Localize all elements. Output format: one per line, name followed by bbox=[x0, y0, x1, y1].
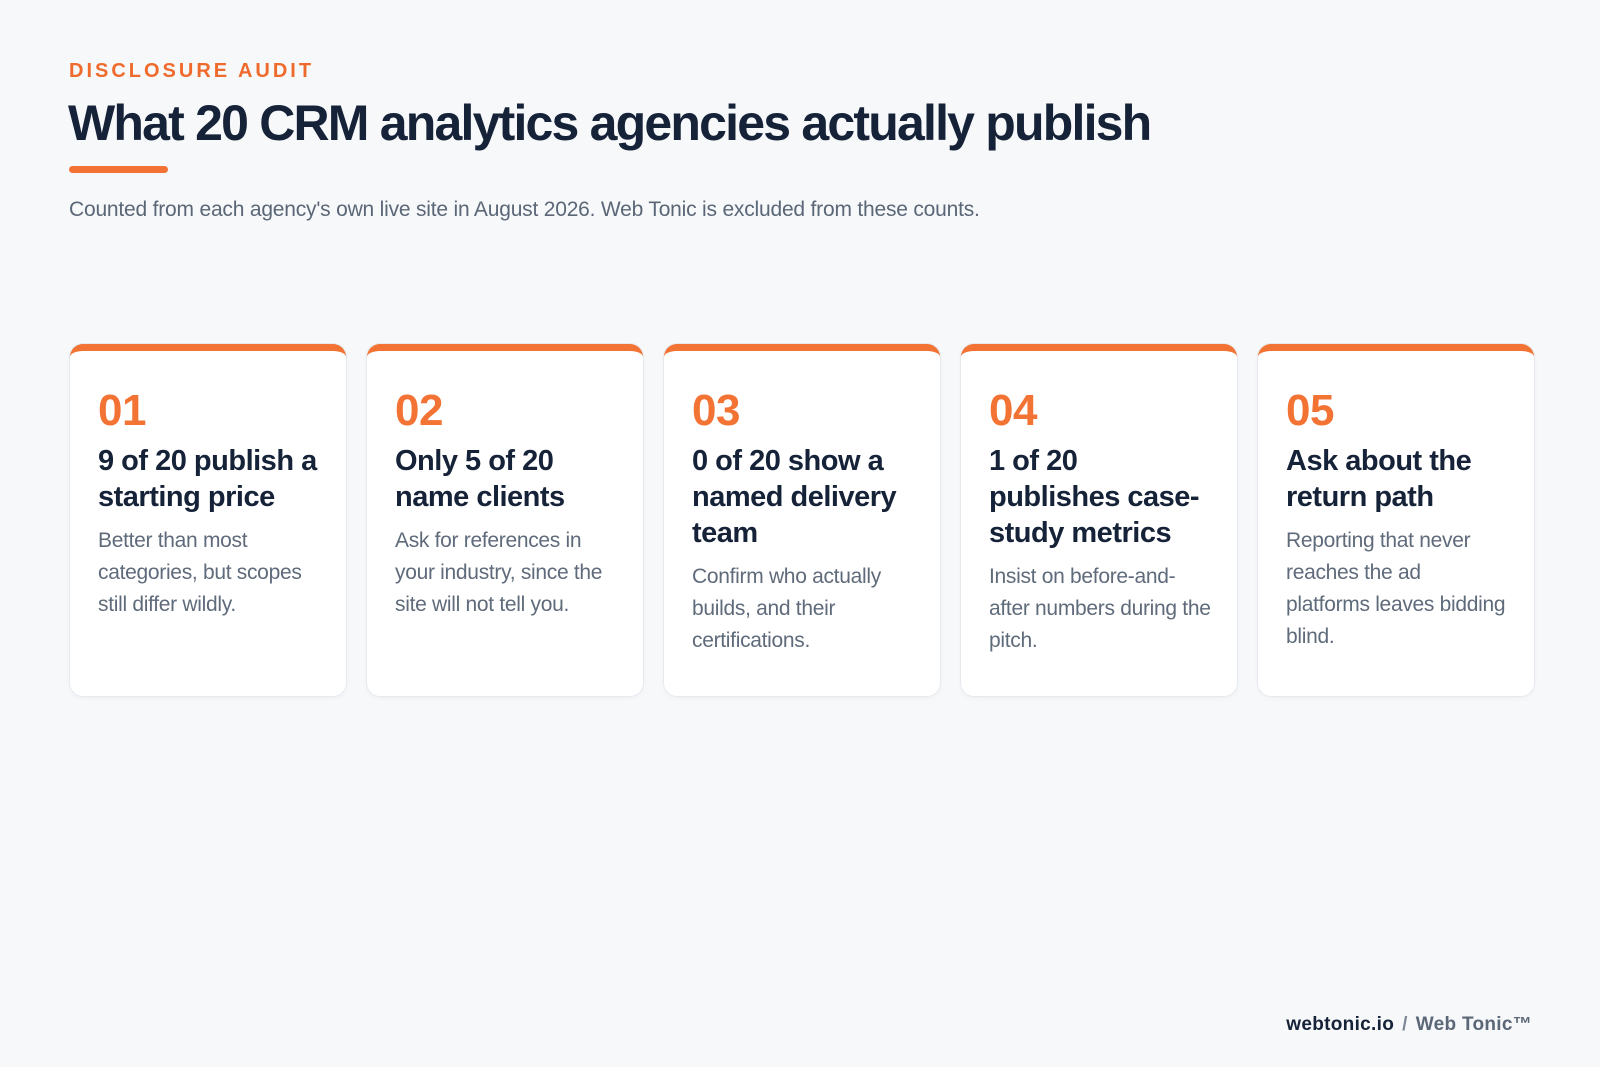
card-heading: 0 of 20 show a named delivery team bbox=[692, 445, 897, 549]
page-title: What 20 CRM analytics agencies actually … bbox=[68, 95, 1152, 151]
card-heading: 1 of 20 publishes case-study metrics bbox=[989, 445, 1200, 549]
card-number: 01 bbox=[98, 386, 146, 435]
finding-card-5: 05 Ask about the return path Reporting t… bbox=[1258, 344, 1534, 696]
page-subtitle: Counted from each agency's own live site… bbox=[69, 198, 980, 221]
footer-brand: Web Tonic™ bbox=[1415, 1014, 1532, 1035]
footer-credit: webtonic.io / Web Tonic™ bbox=[1286, 1013, 1532, 1037]
card-body: Better than most categories, but scopes … bbox=[98, 529, 302, 616]
footer-domain: webtonic.io bbox=[1286, 1014, 1395, 1035]
finding-card-4: 04 1 of 20 publishes case-study metrics … bbox=[961, 344, 1237, 696]
card-body: Insist on before-and-after numbers durin… bbox=[989, 565, 1211, 652]
eyebrow-label: DISCLOSURE AUDIT bbox=[69, 60, 315, 82]
card-body: Confirm who actually builds, and their c… bbox=[692, 565, 881, 652]
card-body: Ask for references in your industry, sin… bbox=[395, 529, 603, 616]
title-underline-accent bbox=[69, 166, 168, 173]
card-heading: Ask about the return path bbox=[1286, 445, 1472, 513]
card-heading: Only 5 of 20 name clients bbox=[395, 445, 565, 513]
card-number: 03 bbox=[692, 386, 740, 435]
finding-card-3: 03 0 of 20 show a named delivery team Co… bbox=[664, 344, 940, 696]
finding-card-1: 01 9 of 20 publish a starting price Bett… bbox=[70, 344, 346, 696]
card-number: 05 bbox=[1286, 386, 1334, 435]
card-number: 02 bbox=[395, 386, 443, 435]
findings-card-row: 01 9 of 20 publish a starting price Bett… bbox=[70, 344, 1534, 696]
card-heading: 9 of 20 publish a starting price bbox=[98, 445, 317, 513]
finding-card-2: 02 Only 5 of 20 name clients Ask for ref… bbox=[367, 344, 643, 696]
card-body: Reporting that never reaches the ad plat… bbox=[1286, 529, 1506, 648]
footer-separator: / bbox=[1402, 1014, 1408, 1035]
card-number: 04 bbox=[989, 386, 1037, 435]
